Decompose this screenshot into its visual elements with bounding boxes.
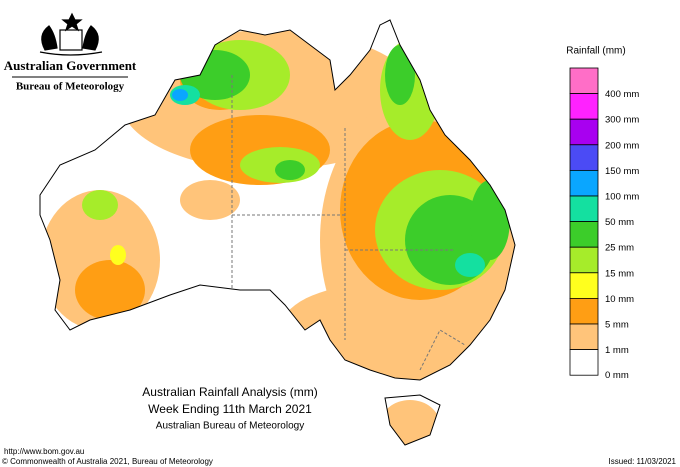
government-name: Australian Government: [4, 58, 137, 73]
legend-swatch: [569, 169, 599, 197]
legend-swatch: [569, 349, 599, 376]
legend-label: 150 mm: [605, 166, 639, 177]
legend-label: 300 mm: [605, 115, 639, 126]
legend-label: 100 mm: [605, 192, 639, 203]
legend-swatch: [569, 118, 599, 146]
copyright: © Commonwealth of Australia 2021, Bureau…: [2, 457, 213, 466]
legend-swatch: [569, 323, 599, 351]
url[interactable]: http://www.bom.gov.au: [4, 447, 84, 456]
legend-label: 1 mm: [605, 345, 629, 356]
issued-date: Issued: 11/03/2021: [609, 457, 677, 466]
legend-label: 50 mm: [605, 217, 634, 228]
legend-label: 25 mm: [605, 243, 634, 254]
map-title: Week Ending 11th March 2021: [148, 402, 312, 416]
legend-swatch: [569, 93, 599, 120]
legend-title: Rainfall (mm): [566, 46, 625, 57]
agency-name: Bureau of Meteorology: [16, 81, 125, 93]
legend-swatch: [569, 246, 599, 274]
legend-swatch: [569, 297, 599, 325]
legend-label: 200 mm: [605, 140, 639, 151]
legend-swatch: [569, 221, 599, 248]
coat-of-arms: [39, 12, 103, 56]
legend-label: 15 mm: [605, 268, 634, 279]
legend-label: 10 mm: [605, 294, 634, 305]
legend-swatch: [569, 67, 599, 95]
legend-swatch: [569, 272, 599, 299]
legend-label: 0 mm: [605, 370, 629, 381]
map-subtitle: Australian Bureau of Meteorology: [156, 421, 304, 432]
legend-swatch: [569, 144, 599, 171]
legend-label: 400 mm: [605, 89, 639, 100]
legend-label: 5 mm: [605, 320, 629, 331]
map-title: Australian Rainfall Analysis (mm): [142, 385, 317, 399]
legend: 400 mm 300 mm 200 mm 150 mm 100 mm 50 mm 25 mm…: [569, 67, 639, 381]
state-borders: [231, 75, 466, 371]
legend-swatch: [569, 195, 599, 223]
